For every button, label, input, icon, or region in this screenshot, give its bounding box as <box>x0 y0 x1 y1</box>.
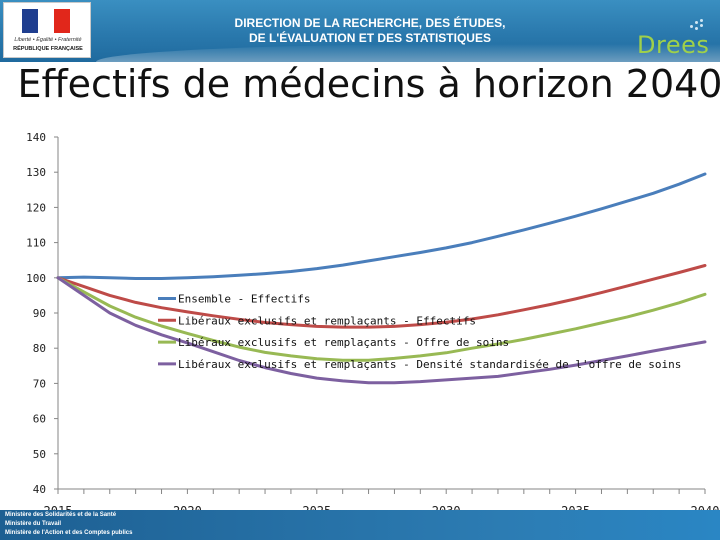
y-tick-label: 140 <box>26 131 46 144</box>
x-tick-label: 2040 <box>691 504 720 515</box>
banner-wave-decoration <box>96 44 720 62</box>
footer-line-1: Ministère des Solidarités et de la Santé <box>5 512 117 518</box>
banner-title: DIRECTION DE LA RECHERCHE, DES ÉTUDES, D… <box>170 16 570 46</box>
series-line-3 <box>56 276 707 362</box>
drees-logo-text: Drees <box>637 31 710 59</box>
y-tick-label: 100 <box>26 272 46 285</box>
line-chart: 40 50 60 70 80 90 100 110 120 130 140 2015 2020 2025 2… <box>26 131 720 515</box>
y-tick-label: 80 <box>33 342 46 355</box>
y-tick-label: 50 <box>33 448 46 461</box>
x-tick-label: 2020 <box>173 504 202 515</box>
series-line-2 <box>56 264 707 329</box>
republique-francaise-logo: Liberté • Égalité • Fraternité RÉPUBLIQU… <box>3 2 91 58</box>
y-tick-label: 120 <box>26 201 46 214</box>
legend-label-2: Libéraux exclusifs et remplaçants - Effe… <box>178 314 476 327</box>
x-tick-label: 2025 <box>302 504 331 515</box>
y-tick-label: 130 <box>26 166 46 179</box>
series-line-4 <box>56 276 707 385</box>
series-line-1 <box>56 172 707 280</box>
drees-logo: Drees <box>637 31 709 59</box>
logo-name: RÉPUBLIQUE FRANÇAISE <box>13 46 83 52</box>
y-tick-label: 60 <box>33 413 46 426</box>
legend-label-1: Ensemble - Effectifs <box>178 293 310 306</box>
banner-title-line-2: DE L'ÉVALUATION ET DES STATISTIQUES <box>249 31 491 45</box>
footer-bar: Ministère des Solidarités et de la Santé… <box>0 510 720 540</box>
x-tick-label: 2015 <box>44 504 73 515</box>
header-banner: Liberté • Égalité • Fraternité RÉPUBLIQU… <box>0 0 720 62</box>
footer-ministries: Ministère des Solidarités et de la Santé… <box>5 511 132 538</box>
y-tick-label: 90 <box>33 307 46 320</box>
banner-title-line-1: DIRECTION DE LA RECHERCHE, DES ÉTUDES, <box>234 16 506 30</box>
x-tick-label: 2035 <box>561 504 590 515</box>
legend-label-4: Libéraux exclusifs et remplaçants - Dens… <box>178 358 681 371</box>
marianne-flag-icon <box>22 9 70 33</box>
x-tick-label: 2030 <box>432 504 461 515</box>
y-tick-label: 110 <box>26 237 46 250</box>
y-tick-label: 70 <box>33 377 46 390</box>
y-tick-label: 40 <box>33 483 46 496</box>
footer-line-2: Ministère du Travail <box>5 521 62 527</box>
logo-motto: Liberté • Égalité • Fraternité <box>14 37 82 43</box>
legend-label-3: Libéraux exclusifs et remplaçants - Offr… <box>178 336 509 349</box>
page-title: Effectifs de médecins à horizon 2040 <box>17 62 720 106</box>
footer-line-3: Ministère de l'Action et des Comptes pub… <box>5 530 133 536</box>
